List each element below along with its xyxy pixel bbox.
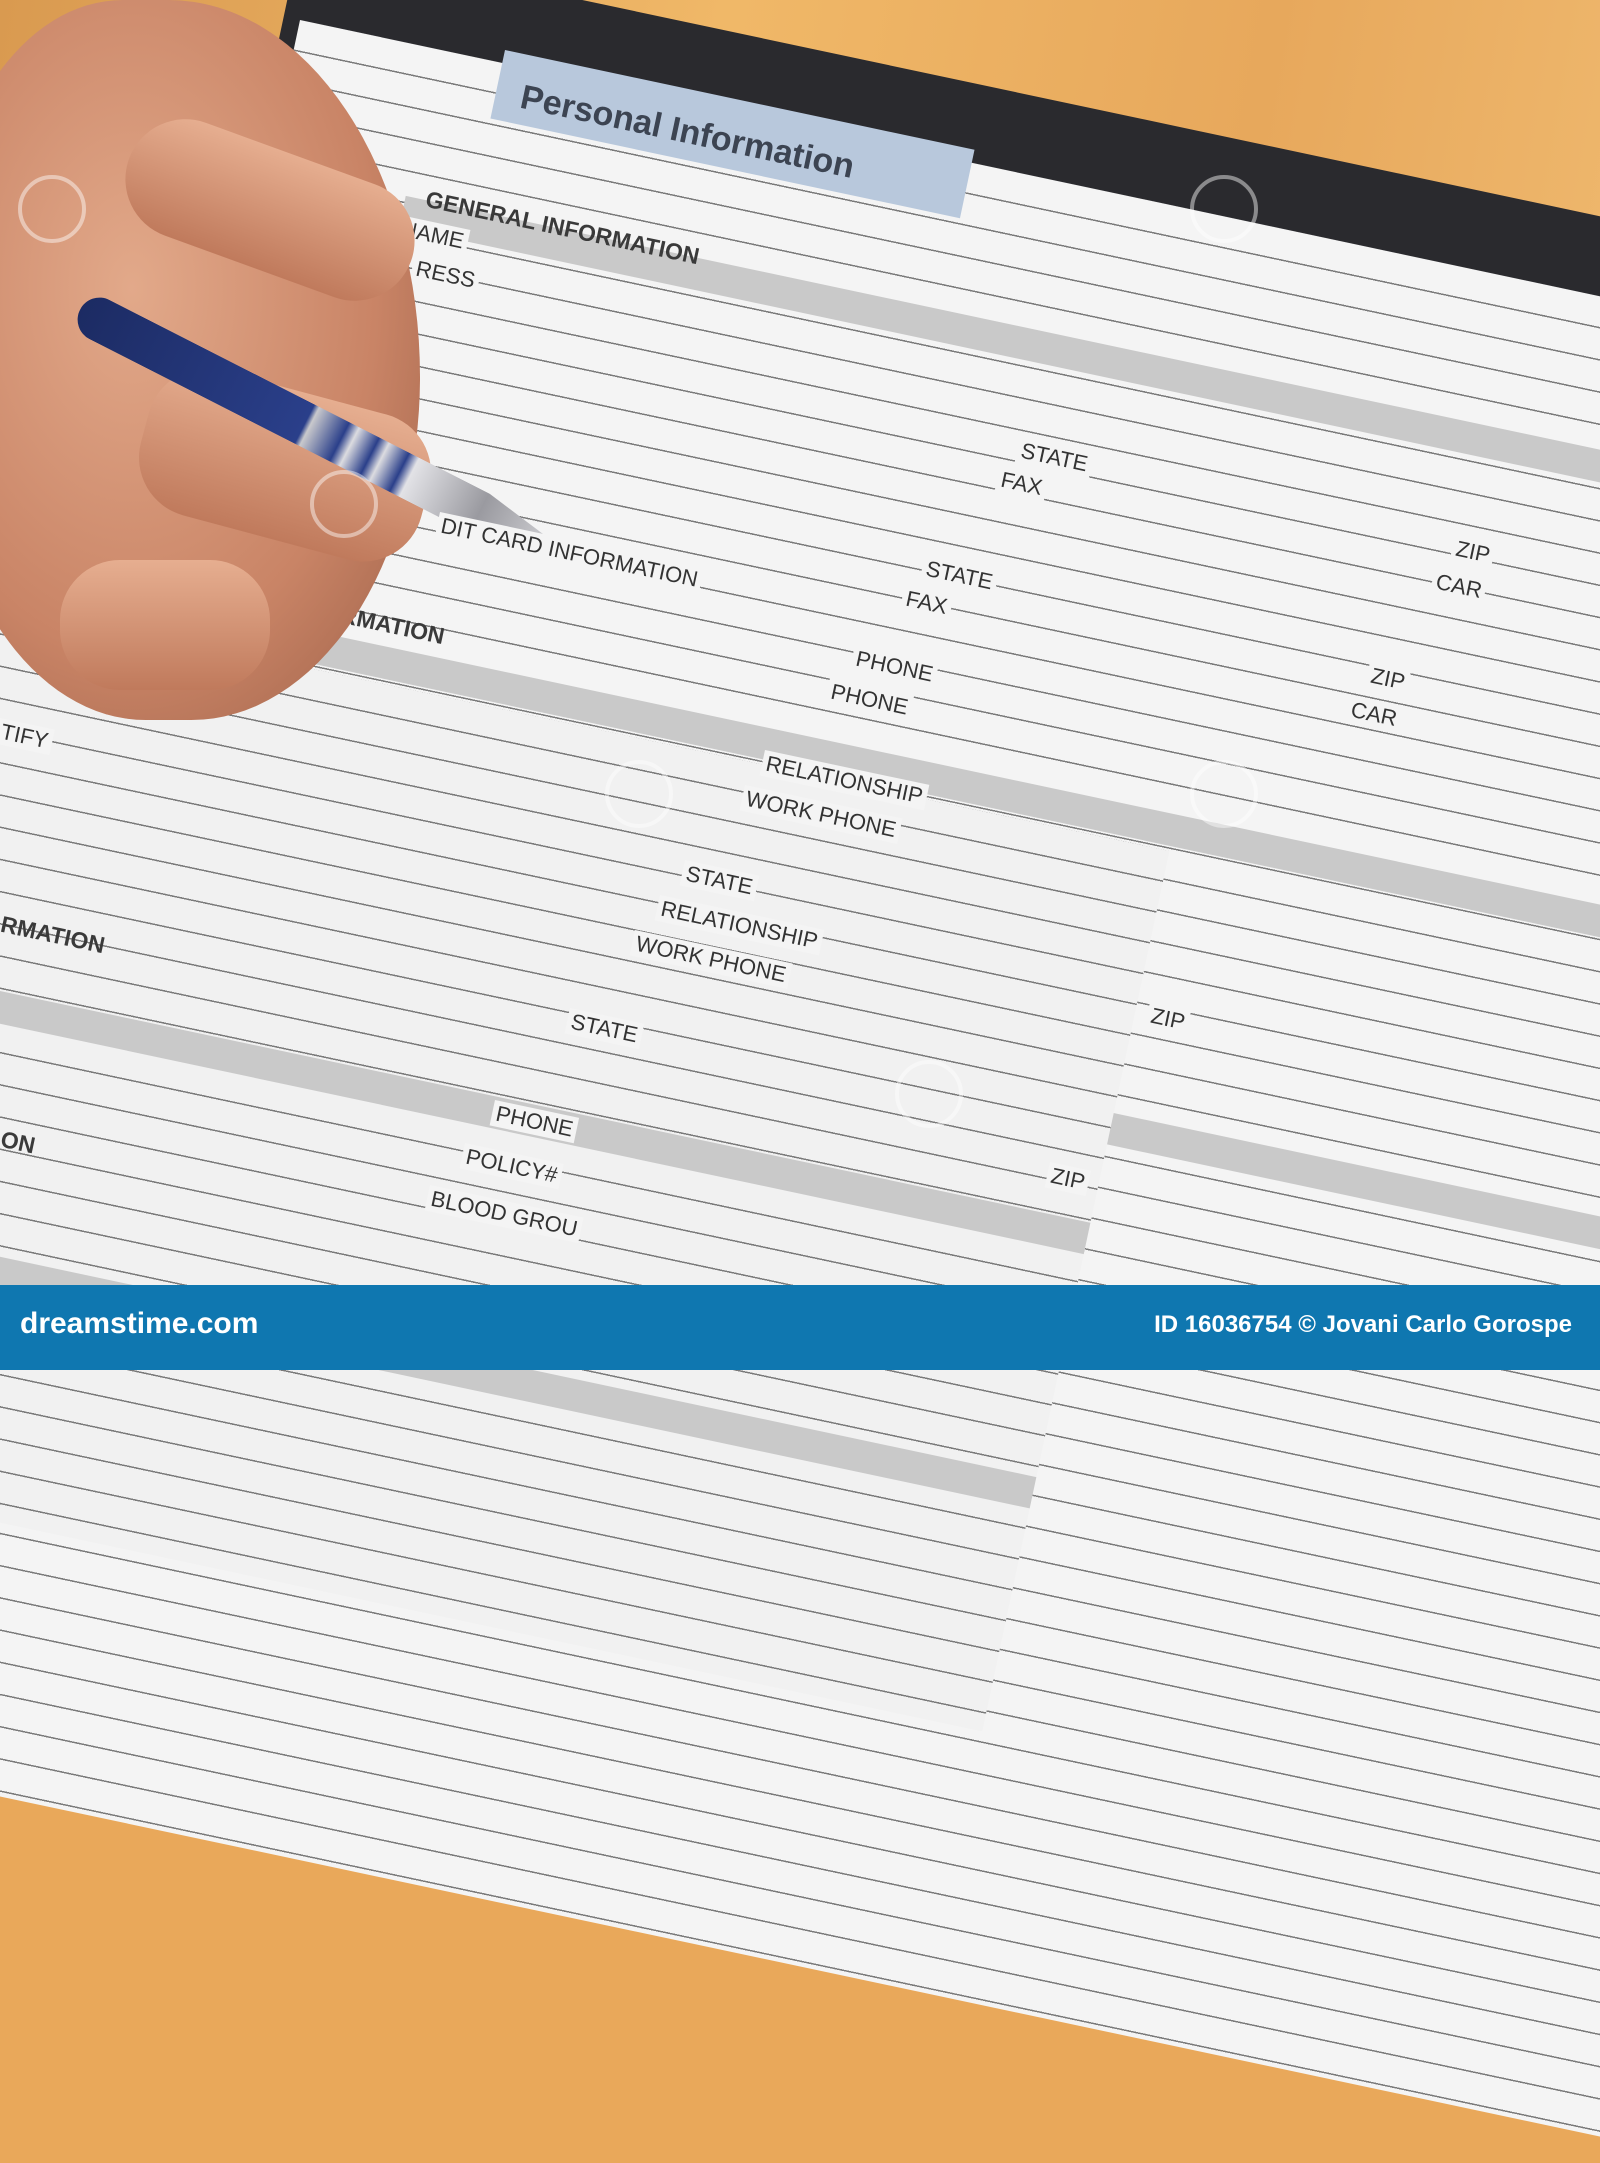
image-credit: ID 16036754 © Jovani Carlo Gorospe	[1154, 1311, 1572, 1338]
watermark-icon	[310, 470, 378, 538]
watermark-icon	[1190, 175, 1258, 243]
dreamstime-logo: dreamstime.com	[20, 1307, 259, 1340]
watermark-icon	[895, 1060, 963, 1128]
watermark-icon	[1190, 760, 1258, 828]
finger	[60, 560, 270, 690]
footer-bar: dreamstime.com ID 16036754 © Jovani Carl…	[0, 1285, 1600, 1370]
watermark-icon	[18, 175, 86, 243]
watermark-icon	[605, 760, 673, 828]
